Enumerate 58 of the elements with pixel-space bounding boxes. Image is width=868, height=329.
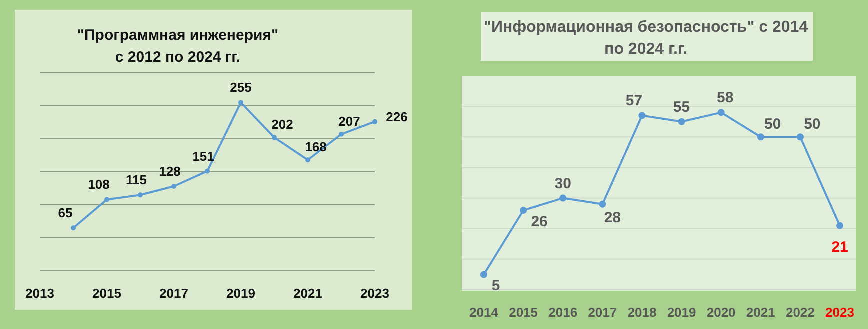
point bbox=[836, 222, 844, 230]
data-label: 26 bbox=[531, 213, 548, 230]
data-label: 226 bbox=[386, 109, 408, 124]
point bbox=[272, 135, 277, 140]
x-tick-label: 2014 bbox=[470, 305, 500, 320]
x-tick-label: 2022 bbox=[786, 305, 815, 320]
data-label: 115 bbox=[126, 172, 147, 188]
point bbox=[306, 158, 310, 163]
data-label: 30 bbox=[554, 175, 572, 192]
chart-title: "Информационная безопасность" с 2014 по 2024 г.г. bbox=[484, 19, 808, 58]
point bbox=[678, 118, 686, 126]
x-tick-label: 2019 bbox=[226, 286, 256, 301]
point bbox=[71, 226, 76, 231]
x-tick-label: 2015 bbox=[92, 286, 122, 301]
point bbox=[599, 200, 606, 208]
point bbox=[560, 194, 567, 202]
data-label: 57 bbox=[626, 92, 643, 110]
data-label: 168 bbox=[305, 140, 327, 155]
x-tick-label: 2019 bbox=[667, 305, 696, 320]
point bbox=[205, 168, 210, 174]
x-tick-label: 2013 bbox=[26, 286, 54, 301]
point bbox=[372, 119, 378, 124]
x-tick-label: 2017 bbox=[160, 286, 188, 301]
point bbox=[520, 207, 528, 214]
data-label: 21 bbox=[832, 238, 848, 256]
data-label: 255 bbox=[230, 80, 252, 96]
data-label: 28 bbox=[604, 209, 622, 226]
point bbox=[796, 134, 804, 141]
data-label: 5 bbox=[492, 278, 500, 295]
data-label: 50 bbox=[764, 116, 782, 134]
data-label: 207 bbox=[338, 114, 360, 129]
x-tick-label: 2020 bbox=[706, 305, 736, 320]
point bbox=[238, 100, 244, 106]
data-label: 128 bbox=[159, 164, 181, 179]
x-tick-label: 2021 bbox=[294, 286, 322, 301]
x-tick-label: 2015 bbox=[509, 305, 538, 320]
point bbox=[339, 132, 344, 137]
x-tick-label: 2021 bbox=[746, 305, 776, 320]
data-label: 108 bbox=[88, 177, 110, 192]
data-label: 151 bbox=[192, 148, 214, 164]
chart-title: "Программная инженерия" с 2012 по 2024 гг. bbox=[77, 27, 279, 66]
data-label: 50 bbox=[804, 116, 821, 134]
x-tick-label: 2018 bbox=[628, 305, 657, 320]
data-label: 55 bbox=[673, 98, 690, 116]
data-label: 65 bbox=[58, 206, 73, 221]
x-tick-label: 2016 bbox=[548, 305, 578, 320]
point bbox=[172, 184, 176, 190]
x-tick-label: 2023 bbox=[826, 305, 854, 320]
point bbox=[480, 271, 488, 278]
x-tick-label: 2017 bbox=[588, 305, 618, 320]
point bbox=[104, 197, 110, 202]
x-tick-label: 2023 bbox=[360, 286, 390, 301]
data-label: 58 bbox=[716, 90, 734, 107]
point bbox=[757, 134, 764, 141]
data-label: 202 bbox=[272, 117, 294, 132]
point bbox=[638, 112, 646, 120]
point bbox=[138, 192, 143, 198]
point bbox=[718, 109, 725, 116]
